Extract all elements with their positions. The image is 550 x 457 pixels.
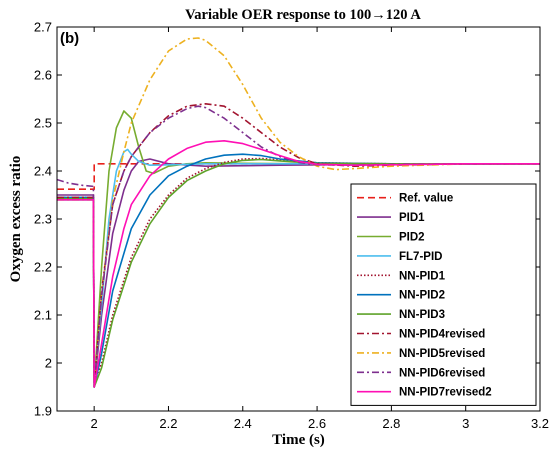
legend-entry-0: Ref. value bbox=[399, 193, 453, 205]
x-tick-label: 2 bbox=[91, 416, 98, 431]
legend-entry-10: NN-PID7revised2 bbox=[399, 387, 492, 399]
chart-title: Variable OER response to 100→120 A bbox=[185, 7, 421, 23]
y-tick-label: 2 bbox=[45, 356, 52, 371]
y-tick-label: 2.2 bbox=[34, 260, 52, 275]
legend-entry-8: NN-PID5revised bbox=[399, 348, 485, 360]
panel-label: (b) bbox=[60, 30, 79, 47]
y-tick-label: 2.5 bbox=[34, 116, 52, 131]
y-tick-label: 1.9 bbox=[34, 404, 52, 419]
x-tick-label: 2.4 bbox=[234, 416, 252, 431]
chart-legend: Ref. value PID1 PID2 FL7-PID NN-PID1 NN-PID2 N… bbox=[350, 183, 537, 406]
x-tick-label: 2.8 bbox=[382, 416, 400, 431]
axis-ticks-layer: 2 2.2 2.4 2.6 2.8 3 3.2 1.9 2 2.1 2.2 2.3 2.4 2.5 2.6 2… bbox=[34, 20, 549, 432]
legend-entry-5: NN-PID2 bbox=[399, 290, 445, 302]
legend-entry-3: FL7-PID bbox=[399, 251, 442, 263]
legend-entry-4: NN-PID1 bbox=[399, 270, 446, 282]
series-line-6 bbox=[57, 158, 540, 388]
y-tick-label: 2.6 bbox=[34, 68, 52, 83]
series-line-10 bbox=[57, 140, 540, 388]
x-axis-label: Time (s) bbox=[272, 432, 325, 448]
legend-entry-2: PID2 bbox=[399, 232, 425, 244]
legend-entry-9: NN-PID6revised bbox=[399, 367, 485, 379]
legend-entry-6: NN-PID3 bbox=[399, 309, 445, 321]
y-tick-label: 2.1 bbox=[34, 308, 52, 323]
plot-series-layer bbox=[57, 37, 540, 388]
legend-entry-1: PID1 bbox=[399, 212, 425, 224]
y-tick-label: 2.7 bbox=[34, 20, 52, 35]
y-tick-label: 2.4 bbox=[34, 164, 52, 179]
x-tick-label: 2.6 bbox=[308, 416, 326, 431]
x-tick-label: 2.2 bbox=[159, 416, 177, 431]
y-tick-label: 2.3 bbox=[34, 212, 52, 227]
x-tick-label: 3.2 bbox=[531, 416, 549, 431]
series-line-4 bbox=[57, 157, 540, 384]
y-axis-label: Oxygen excess ratio bbox=[8, 156, 24, 283]
x-tick-label: 3 bbox=[462, 416, 469, 431]
legend-entry-7: NN-PID4revised bbox=[399, 329, 485, 341]
